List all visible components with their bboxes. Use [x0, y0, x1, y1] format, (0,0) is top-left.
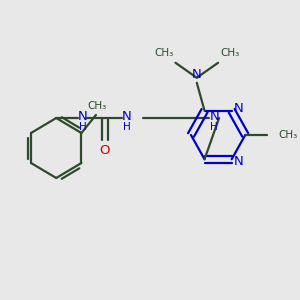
Text: H: H [210, 122, 218, 132]
Text: CH₃: CH₃ [87, 101, 106, 111]
Text: CH₃: CH₃ [220, 48, 239, 58]
Text: H: H [79, 122, 86, 132]
Text: CH₃: CH₃ [278, 130, 298, 140]
Text: CH₃: CH₃ [154, 48, 173, 58]
Text: N: N [209, 110, 219, 122]
Text: N: N [192, 68, 202, 81]
Text: O: O [99, 145, 110, 158]
Text: H: H [123, 122, 131, 132]
Text: N: N [77, 110, 87, 122]
Text: N: N [234, 102, 243, 115]
Text: N: N [234, 155, 243, 168]
Text: N: N [122, 110, 132, 122]
